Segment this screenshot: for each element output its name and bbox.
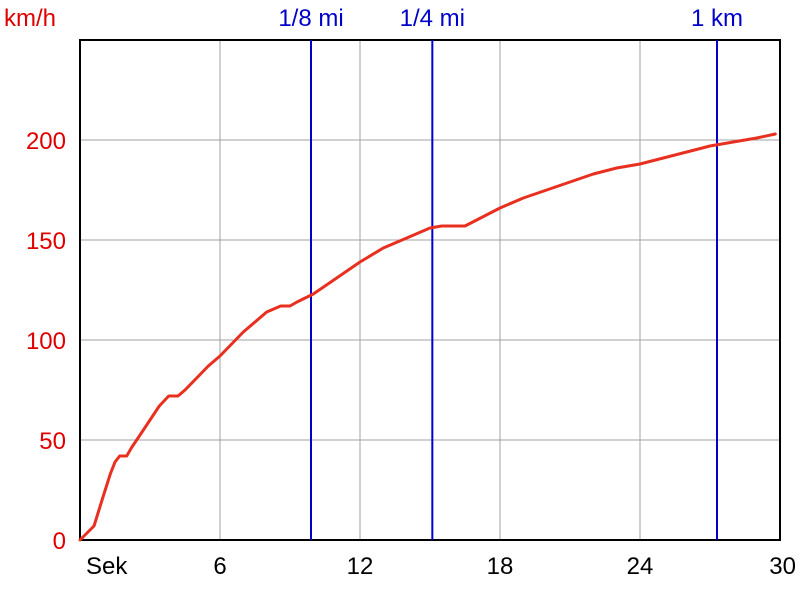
x-tick-label: 6 — [213, 553, 226, 580]
y-tick-labels: 0 50 100 150 200 — [26, 128, 66, 555]
plot-frame — [79, 39, 781, 541]
distance-marker-label: 1/4 mi — [400, 5, 465, 32]
y-tick-label: 150 — [26, 228, 66, 255]
x-tick-label: 30 — [769, 553, 796, 580]
y-tick-label: 0 — [53, 528, 66, 555]
marker-lines: 1/8 mi 1/4 mi 1 km — [278, 5, 743, 540]
distance-marker-label: 1 km — [691, 5, 743, 32]
grid-lines — [80, 40, 780, 540]
x-tick-label: Sek — [86, 553, 128, 580]
speed-line — [78, 132, 777, 542]
x-tick-label: 18 — [487, 553, 514, 580]
y-tick-label: 200 — [26, 128, 66, 155]
y-tick-label: 100 — [26, 328, 66, 355]
x-tick-label: 12 — [347, 553, 374, 580]
x-tick-labels: Sek 6 12 18 24 30 — [86, 553, 796, 580]
y-tick-label: 50 — [39, 428, 66, 455]
distance-marker-label: 1/8 mi — [278, 5, 343, 32]
x-tick-label: 24 — [627, 553, 654, 580]
y-axis-unit-label: km/h — [4, 5, 56, 32]
